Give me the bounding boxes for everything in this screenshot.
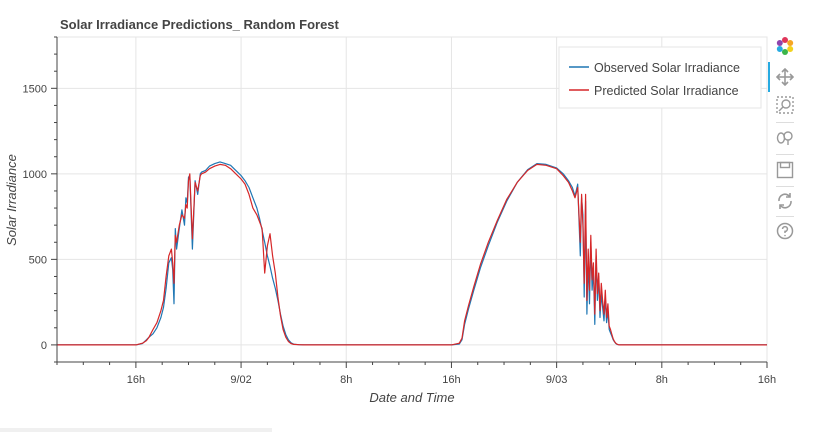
- bokeh-logo-icon[interactable]: [774, 35, 796, 57]
- save-icon[interactable]: [774, 159, 796, 181]
- y-tick-label: 500: [29, 254, 47, 266]
- legend: Observed Solar Irradiance Predicted Sola…: [558, 46, 762, 109]
- series-layer: [57, 161, 767, 346]
- reset-icon[interactable]: [774, 190, 796, 212]
- series-line-predicted: [57, 163, 767, 346]
- x-tick-label: 8h: [340, 374, 352, 386]
- axes: [56, 37, 767, 363]
- x-tick-label: 16h: [758, 374, 776, 386]
- chart-title: Solar Irradiance Predictions_ Random For…: [60, 17, 340, 32]
- x-axis-label: Date and Time: [369, 390, 454, 405]
- series-line-observed: [57, 161, 767, 346]
- y-tick-label: 1000: [23, 169, 47, 181]
- help-icon[interactable]: [774, 220, 796, 242]
- x-tick-label: 16h: [442, 374, 460, 386]
- y-ticks: 0 500 1000 1500: [23, 36, 57, 363]
- x-tick-label: 16h: [127, 374, 145, 386]
- y-tick-label: 1500: [23, 83, 47, 95]
- x-ticks: 16h 9/02 8h 16h 9/03 8h 16h: [56, 362, 776, 386]
- box-zoom-icon[interactable]: [774, 94, 796, 116]
- x-tick-label: 9/02: [230, 374, 251, 386]
- x-tick-label: 9/03: [546, 374, 567, 386]
- x-tick-label: 8h: [656, 374, 668, 386]
- legend-box: [558, 46, 762, 109]
- horizontal-scrollbar[interactable]: [0, 428, 272, 432]
- y-tick-label: 0: [41, 340, 47, 352]
- pan-icon[interactable]: [774, 66, 796, 88]
- y-axis-label: Solar Irradiance: [4, 154, 19, 246]
- legend-label-observed: Observed Solar Irradiance: [594, 61, 740, 75]
- legend-label-predicted: Predicted Solar Irradiance: [594, 84, 739, 98]
- wheel-zoom-icon[interactable]: [774, 127, 796, 149]
